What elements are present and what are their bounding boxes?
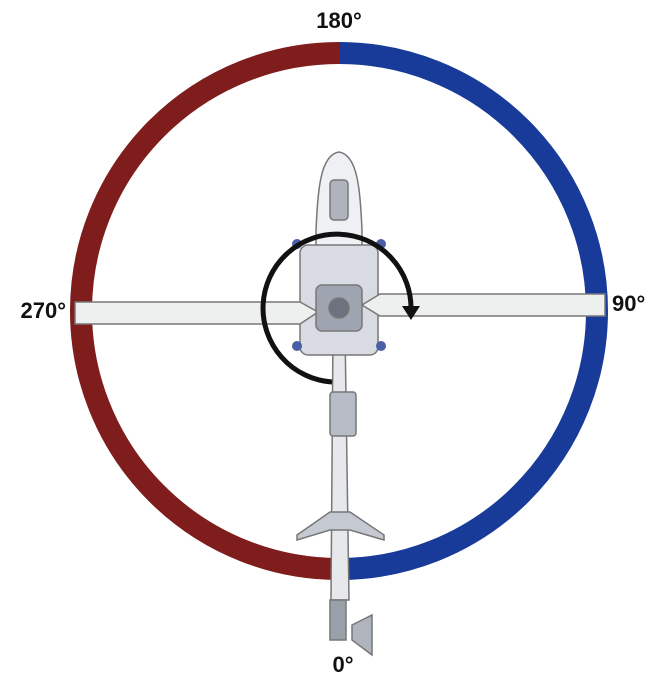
arrow-head (402, 306, 420, 320)
label-270: 270° (20, 298, 66, 323)
rotor-hub (328, 297, 350, 319)
servo (376, 341, 386, 351)
label-90: 90° (612, 291, 645, 316)
helicopter (74, 151, 606, 657)
canopy-part (329, 179, 349, 221)
tail-rotor-hub (329, 599, 347, 641)
rotation-arrow (260, 231, 414, 385)
rotor-blade-left (74, 301, 320, 325)
tail-boom (330, 329, 350, 601)
label-0: 0° (332, 652, 353, 677)
rotor-blade-right (360, 293, 606, 317)
tail-rotor (351, 613, 373, 657)
servo (292, 341, 302, 351)
label-180: 180° (316, 8, 362, 33)
tail-servo (329, 391, 357, 437)
stabilizer (296, 511, 385, 542)
